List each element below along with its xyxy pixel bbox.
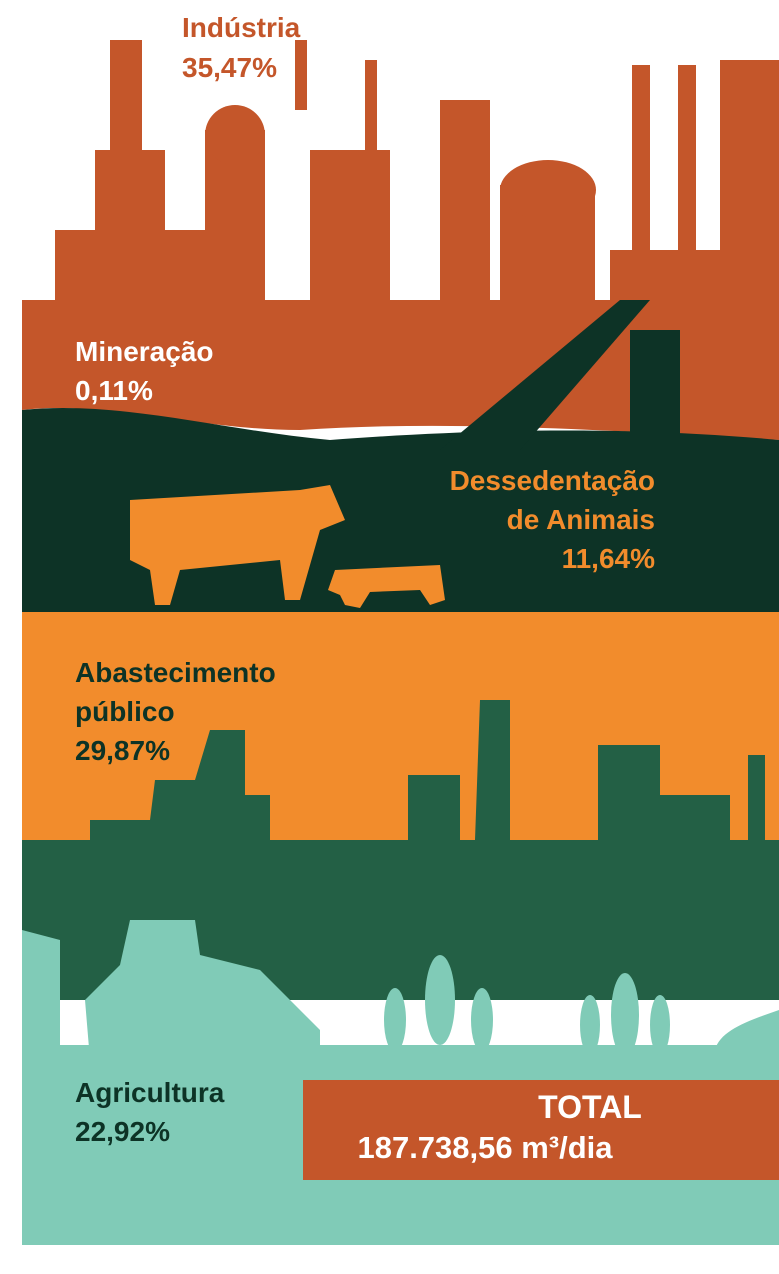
total-label: TOTAL [538,1089,642,1125]
sector-name: Mineração [75,336,214,367]
sector-name: público [75,696,175,727]
sector-name: Indústria [182,12,301,43]
sector-name: Abastecimento [75,657,276,688]
tower [630,330,680,450]
sector-name: de Animais [507,504,655,535]
sector-share: 11,64% [562,543,656,574]
total-value: 187.738,56 m³/dia [357,1130,613,1165]
sector-share: 22,92% [75,1116,170,1147]
infographic: Indústria 35,47% Mineração 0,11% Dessede… [0,0,779,1274]
sector-name: Dessedentação [450,465,655,496]
sector-share: 0,11% [75,375,153,406]
sector-name: Agricultura [75,1077,225,1108]
sector-share: 29,87% [75,735,170,766]
sector-share: 35,47% [182,52,277,83]
